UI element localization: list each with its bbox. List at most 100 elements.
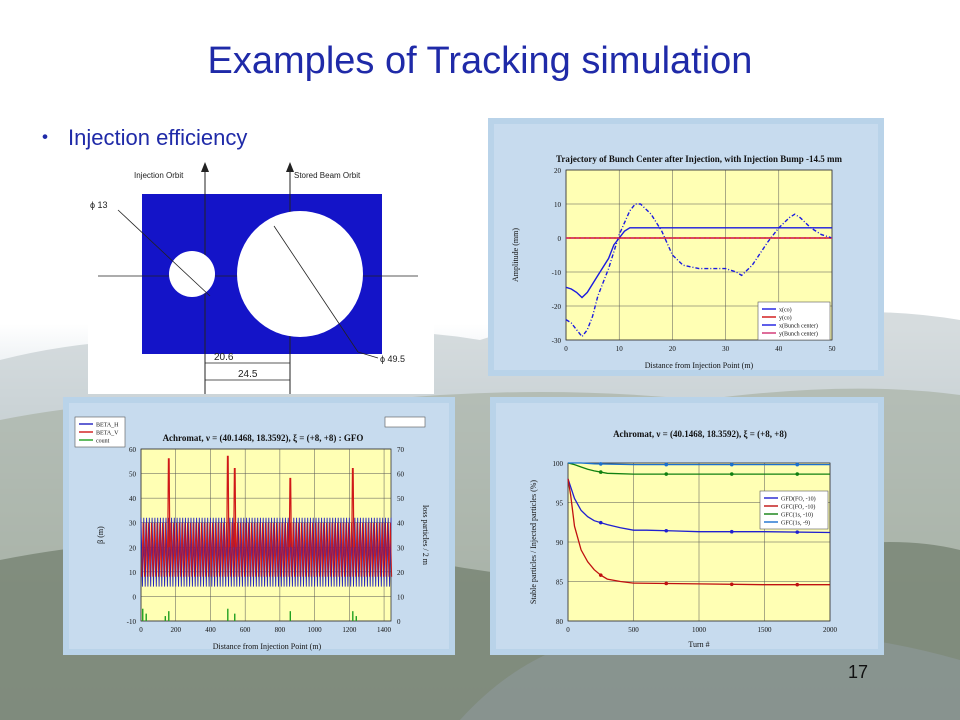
- chart1-xlabel: Distance from Injection Point (m): [645, 361, 754, 370]
- chart3-series-marker: [598, 573, 603, 577]
- chart3-ytick-label: 95: [556, 500, 564, 508]
- chart3-series-marker: [729, 529, 734, 534]
- chart2-title: Achromat, ν = (40.1468, 18.3592), ξ = (+…: [163, 433, 364, 443]
- bullet-dot-icon: ・: [34, 125, 57, 150]
- chart1-title: Trajectory of Bunch Center after Injecti…: [556, 154, 842, 164]
- chart2-xtick-label: 600: [240, 626, 251, 634]
- label-dim-24: 24.5: [238, 369, 258, 380]
- chart1-ylabel: Amplitude (mm): [511, 228, 520, 282]
- trajectory-chart: Trajectory of Bunch Center after Injecti…: [488, 118, 884, 376]
- beta-function-chart: Achromat, ν = (40.1468, 18.3592), ξ = (+…: [63, 397, 455, 655]
- chart3-ytick-label: 90: [556, 539, 564, 547]
- chart3-ytick-label: 85: [556, 579, 564, 587]
- chart2-ytick-label: 0: [133, 593, 137, 601]
- large-aperture-circle: [237, 211, 363, 337]
- chart2-legend-count-box: [384, 416, 426, 428]
- chart3-series-marker: [598, 462, 603, 466]
- chart1-series-line: [565, 203, 833, 338]
- chart2-legend-label: BETA_V: [96, 431, 119, 437]
- bullet-text: Injection efficiency: [68, 125, 248, 150]
- chart2-xtick-label: 1000: [308, 626, 323, 634]
- chart1-legend-label: x(co): [779, 307, 792, 314]
- label-stored-orbit: Stored Beam Orbit: [294, 171, 361, 180]
- chart3-legend-label: GFC(1s, -10): [781, 512, 813, 519]
- chart1-ytick-label: -30: [552, 337, 562, 345]
- chart2-ytick-label: 40: [129, 495, 137, 503]
- chart3-series-marker: [729, 462, 734, 467]
- chart3-series-marker: [795, 462, 800, 467]
- chart3-series-marker: [729, 582, 734, 587]
- chart2-beta-v-peak: [167, 458, 171, 548]
- chart2-beta-v-peak: [233, 468, 237, 548]
- chart2-beta-v-peak: [226, 455, 230, 548]
- chart3-series-marker: [664, 581, 669, 586]
- chart3-plot-frame: [567, 462, 831, 622]
- chart3-xtick-label: 0: [566, 626, 570, 634]
- chart3-legend-label: GFC(FO, -10): [781, 504, 815, 511]
- chart2-legend-label: BETA_H: [96, 423, 119, 429]
- chart3-xtick-label: 1000: [692, 626, 707, 634]
- chart3-series-marker: [795, 530, 800, 534]
- chart2-ytick-right-label: 50: [397, 495, 405, 503]
- chart3-series-marker: [795, 582, 800, 587]
- chart2-ytick-label: 10: [129, 569, 137, 577]
- chart2-ytick-label: 30: [129, 520, 137, 528]
- chart2-series-beta-h: [140, 517, 392, 587]
- label-injection-orbit: Injection Orbit: [134, 171, 184, 180]
- chart2-ytick-label: 60: [129, 446, 137, 454]
- chart3-title: Achromat, ν = (40.1468, 18.3592), ξ = (+…: [613, 429, 787, 439]
- chart3-series-marker: [598, 520, 603, 525]
- bullet-item: ・ Injection efficiency: [34, 120, 247, 152]
- chart3-series-marker: [795, 472, 800, 476]
- chart1-ytick-label: 20: [554, 167, 562, 175]
- chart1-ytick-label: -20: [552, 303, 562, 311]
- chart2-ytick-label: 50: [129, 471, 137, 479]
- chart2-ytick-right-label: 10: [397, 593, 405, 601]
- chart2-xtick-label: 400: [205, 626, 216, 634]
- chart1-legend-label: y(co): [779, 315, 792, 322]
- chart3-xtick-label: 500: [628, 626, 639, 634]
- chart3-xtick-label: 1500: [758, 626, 773, 634]
- chart2-ylabel-right: loss particles / 2 m: [421, 505, 430, 566]
- aperture-diagram: Injection Orbit Stored Beam Orbit ϕ 13 ϕ…: [88, 158, 434, 394]
- chart2-series-beta-v: [141, 522, 393, 577]
- chart1-ytick-label: -10: [552, 269, 562, 277]
- chart2-xtick-label: 1400: [377, 626, 392, 634]
- chart1-xtick-label: 30: [722, 345, 730, 353]
- chart3-ytick-label: 80: [556, 618, 564, 626]
- chart2-xtick-label: 1200: [342, 626, 357, 634]
- chart2-ytick-right-label: 30: [397, 544, 405, 552]
- chart3-series-marker: [729, 472, 734, 476]
- chart2-ylabel: β (m): [96, 526, 105, 544]
- chart2-xtick-label: 0: [139, 626, 143, 634]
- chart3-series-marker: [598, 470, 603, 474]
- chart1-legend-label: y(Bunch center): [779, 331, 818, 338]
- chart2-beta-v-peak: [351, 468, 355, 548]
- label-dim-20: 20.6: [214, 352, 234, 363]
- chart3-series-marker: [664, 472, 669, 476]
- chart2-xlabel: Distance from Injection Point (m): [213, 642, 322, 651]
- chart1-xtick-label: 10: [616, 345, 624, 353]
- chart1-xtick-label: 20: [669, 345, 677, 353]
- chart3-series-marker: [664, 528, 669, 533]
- small-aperture-circle: [169, 251, 215, 297]
- chart3-series-line: [568, 462, 830, 466]
- stable-particles-chart: Achromat, ν = (40.1468, 18.3592), ξ = (+…: [490, 397, 884, 655]
- chart1-xtick-label: 40: [775, 345, 783, 353]
- label-dim-small: ϕ 13: [90, 200, 108, 210]
- chart3-series-line: [567, 478, 831, 534]
- chart2-ytick-right-label: 40: [397, 520, 405, 528]
- chart2-xtick-label: 800: [275, 626, 286, 634]
- chart3-legend-label: GFD(FO, -10): [781, 496, 816, 503]
- chart1-legend-label: x(Bunch center): [779, 323, 818, 330]
- chart1-xtick-label: 50: [829, 345, 837, 353]
- chart2-ytick-label: 20: [129, 544, 137, 552]
- slide-title: Examples of Tracking simulation: [207, 40, 753, 82]
- chart3-legend-label: GFC(1s, -9): [781, 520, 810, 527]
- chart2-ytick-right-label: 60: [397, 471, 405, 479]
- chart2-ytick-right-label: 70: [397, 446, 405, 454]
- chart3-series-marker: [664, 462, 669, 467]
- chart3-xtick-label: 2000: [823, 626, 838, 634]
- chart1-xtick-label: 0: [564, 345, 568, 353]
- chart2-ytick-label: -10: [127, 618, 137, 626]
